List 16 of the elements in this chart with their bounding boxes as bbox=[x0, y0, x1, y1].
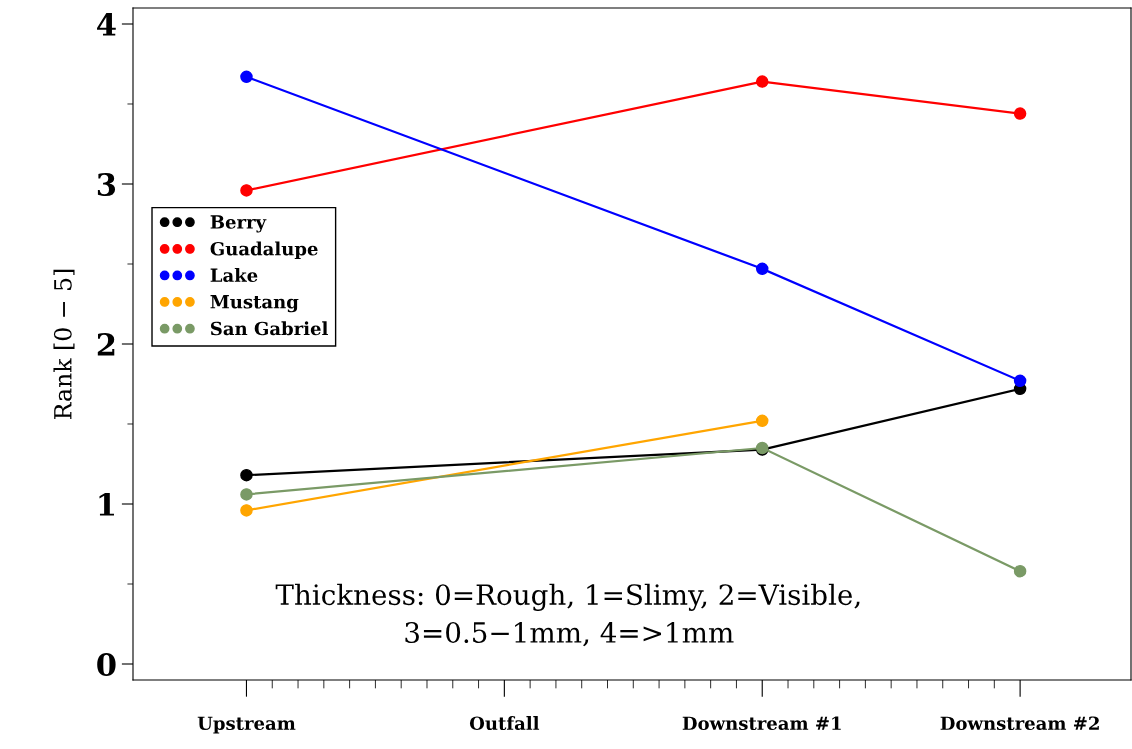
y-tick-label: 3 bbox=[97, 172, 116, 197]
y-tick-label: 1 bbox=[99, 492, 114, 516]
x-tick-label: Upstream bbox=[197, 716, 296, 734]
y-tick-label: 0 bbox=[97, 652, 116, 677]
y-tick-label: 2 bbox=[97, 332, 115, 356]
x-tick-label: Outfall bbox=[469, 716, 540, 731]
y-tick-label: 4 bbox=[97, 12, 116, 36]
x-tick-label: Downstream #1 bbox=[682, 716, 841, 731]
legend-label: Mustang bbox=[210, 295, 299, 313]
legend-label: Lake bbox=[210, 268, 258, 283]
legend-label: Berry bbox=[210, 215, 267, 233]
x-tick-label: Downstream #2 bbox=[940, 716, 1099, 731]
y-axis-title: Rank [0 − 5] bbox=[53, 269, 75, 420]
legend-label: Guadalupe bbox=[210, 241, 318, 260]
legend-label: San Gabriel bbox=[210, 321, 328, 336]
annotation: Thickness: 0=Rough, 1=Slimy, 2=Visible, 3=0.5−1mm, 4=>1mm bbox=[275, 583, 860, 647]
